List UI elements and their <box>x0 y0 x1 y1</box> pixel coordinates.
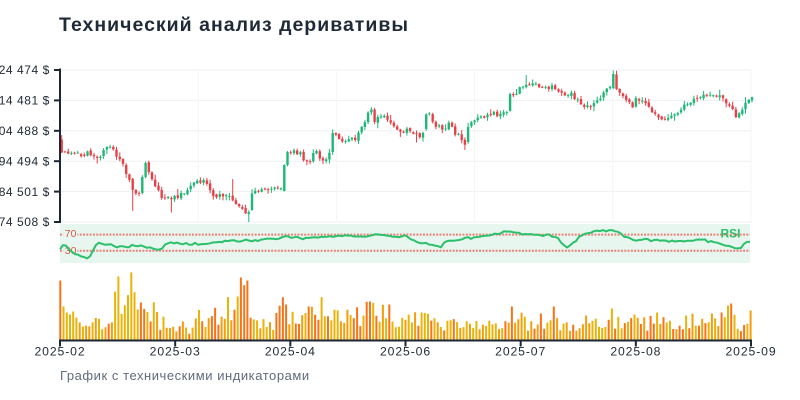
svg-text:2025-09: 2025-09 <box>725 345 776 359</box>
svg-text:2025-08: 2025-08 <box>610 345 661 359</box>
svg-text:График с техническими индикато: График с техническими индикаторами <box>60 368 310 383</box>
svg-text:2025-03: 2025-03 <box>150 345 201 359</box>
svg-text:2025-07: 2025-07 <box>495 345 546 359</box>
svg-text:2025-04: 2025-04 <box>265 345 316 359</box>
svg-text:84 501 $: 84 501 $ <box>0 185 50 199</box>
svg-text:114 481 $: 114 481 $ <box>0 94 50 108</box>
svg-text:124 474 $: 124 474 $ <box>0 63 50 77</box>
svg-text:94 494 $: 94 494 $ <box>0 154 50 168</box>
svg-text:104 488 $: 104 488 $ <box>0 124 50 138</box>
svg-text:74 508 $: 74 508 $ <box>0 215 50 229</box>
svg-text:RSI: RSI <box>721 226 741 240</box>
svg-text:70: 70 <box>65 228 77 240</box>
svg-text:2025-02: 2025-02 <box>34 345 85 359</box>
svg-text:Технический анализ деривативы: Технический анализ деривативы <box>59 14 408 36</box>
svg-text:2025-06: 2025-06 <box>380 345 431 359</box>
